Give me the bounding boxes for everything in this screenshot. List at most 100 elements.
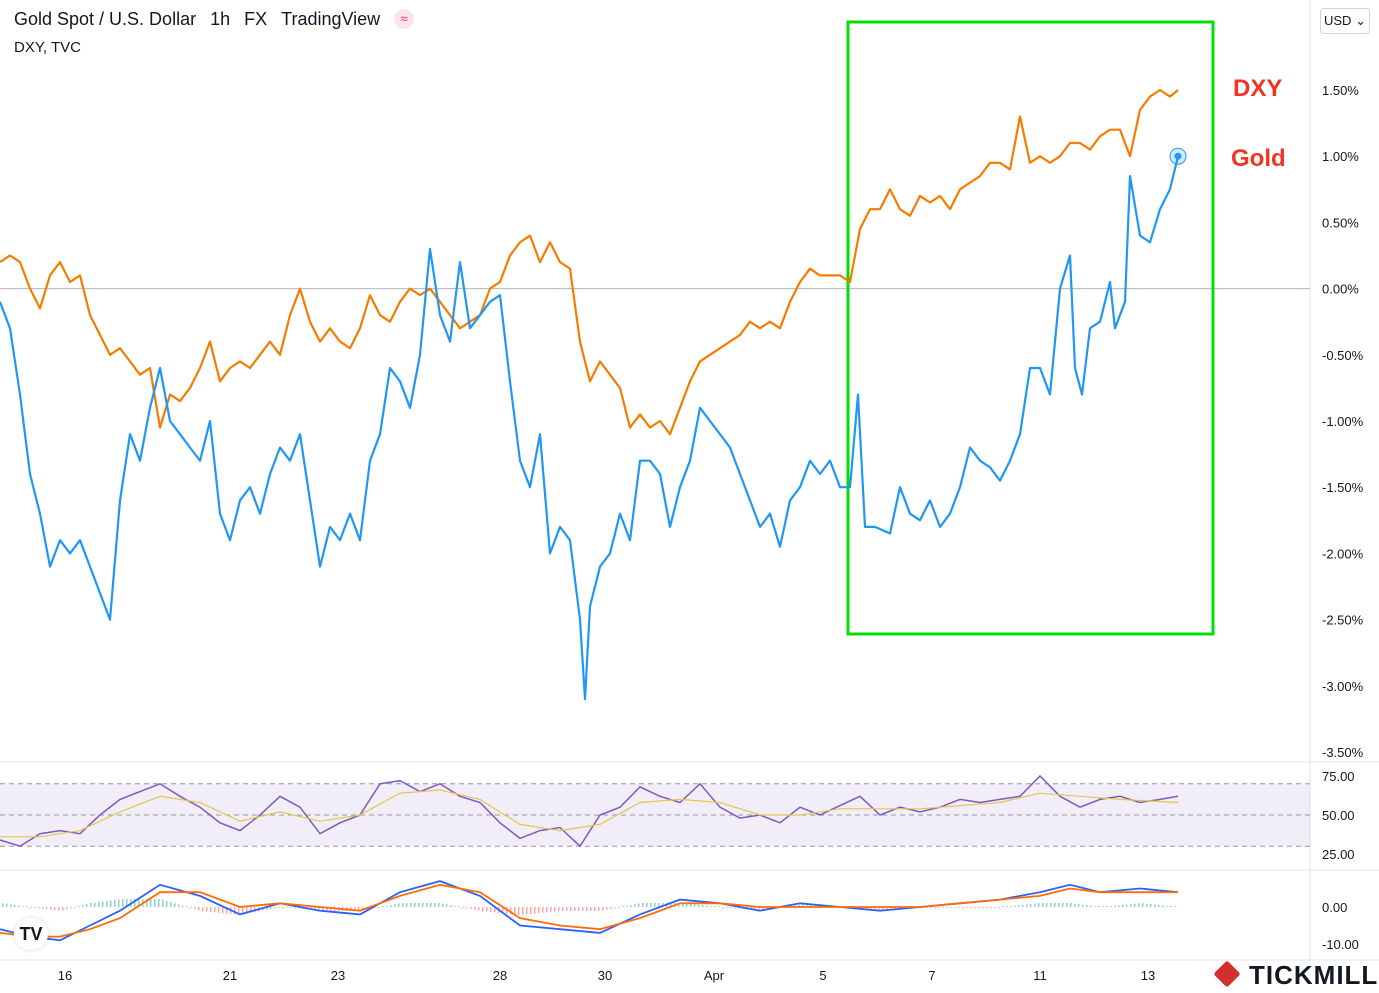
interval[interactable]: 1h <box>210 9 231 29</box>
macd-histogram-bar <box>318 907 320 911</box>
macd-histogram-bar <box>614 907 616 909</box>
series-line-gold[interactable] <box>0 155 1180 701</box>
macd-histogram-bar <box>702 905 704 907</box>
macd-series-line[interactable] <box>0 883 1178 938</box>
last-point-marker[interactable] <box>1174 152 1182 160</box>
macd-histogram-bar <box>14 904 16 907</box>
macd-histogram-bar <box>546 907 548 913</box>
macd-histogram-bar <box>202 907 204 912</box>
macd-histogram-bar <box>946 907 948 908</box>
macd-histogram-bar <box>886 907 888 911</box>
y-tick-label: -1.50% <box>1322 480 1364 495</box>
macd-histogram-bar <box>418 903 420 907</box>
macd-histogram-bar <box>634 904 636 907</box>
macd-histogram-bar <box>926 907 928 908</box>
macd-histogram-bar <box>1022 904 1024 907</box>
macd-histogram-bar <box>174 903 176 907</box>
macd-histogram-bar <box>610 907 612 909</box>
macd-histogram-bar <box>150 899 152 907</box>
macd-histogram-bar <box>1050 903 1052 907</box>
macd-histogram-bar <box>34 907 36 908</box>
macd-pane[interactable]: 0.00 -10.00 <box>0 869 1379 952</box>
main-price-pane[interactable]: 1.50% 1.00% 0.50% 0.00% -0.50% -1.00% -1.50% -2… <box>0 0 1364 960</box>
macd-histogram-bar <box>950 907 952 908</box>
currency-button[interactable]: USD ⌄ <box>1320 8 1370 34</box>
macd-histogram-bar <box>102 901 104 907</box>
y-tick-label: 1.50% <box>1322 83 1359 98</box>
macd-histogram-bar <box>1138 903 1140 907</box>
macd-histogram-bar <box>646 903 648 907</box>
macd-histogram-bar <box>594 907 596 911</box>
macd-histogram-bar <box>314 907 316 911</box>
macd-histogram-bar <box>718 906 720 907</box>
macd-histogram-bar <box>22 905 24 907</box>
macd-histogram-bar <box>82 905 84 907</box>
y-tick-label: 0.00% <box>1322 282 1359 297</box>
macd-histogram-bar <box>1166 905 1168 907</box>
macd-histogram-bar <box>198 907 200 911</box>
macd-histogram-bar <box>1062 903 1064 907</box>
macd-histogram-bar <box>1026 904 1028 907</box>
macd-histogram-bar <box>622 906 624 907</box>
macd-histogram-bar <box>998 907 1000 908</box>
macd-histogram-bar <box>266 907 268 910</box>
macd-histogram-bar <box>278 907 280 908</box>
macd-histogram-bar <box>1006 906 1008 907</box>
macd-histogram-bar <box>550 907 552 912</box>
macd-histogram-bar <box>2 903 4 907</box>
macd-histogram-bar <box>570 907 572 911</box>
macd-histogram-bar <box>890 907 892 910</box>
macd-histogram-bar <box>94 902 96 907</box>
macd-histogram-bar <box>958 907 960 908</box>
macd-histogram-bar <box>966 907 968 908</box>
x-tick-label: 5 <box>819 968 826 983</box>
macd-histogram-bar <box>874 907 876 911</box>
macd-histogram-bar <box>494 907 496 913</box>
macd-histogram-bar <box>118 899 120 907</box>
macd-tick-label: -10.00 <box>1322 937 1359 952</box>
rsi-series-line[interactable] <box>0 774 1179 848</box>
macd-histogram-bar <box>10 904 12 907</box>
rsi-pane[interactable]: 75.00 50.00 25.00 <box>0 761 1379 862</box>
macd-histogram-bar <box>1102 906 1104 907</box>
macd-histogram-bar <box>166 900 168 907</box>
macd-histogram-bar <box>670 903 672 907</box>
macd-histogram-bar <box>110 900 112 907</box>
macd-histogram-bar <box>210 907 212 912</box>
macd-histogram-bar <box>486 907 488 912</box>
macd-histogram-bar <box>618 907 620 908</box>
macd-histogram-bar <box>650 903 652 907</box>
macd-histogram-bar <box>1106 906 1108 907</box>
macd-histogram-bar <box>990 907 992 908</box>
macd-histogram-bar <box>754 907 756 911</box>
rsi-series-line[interactable] <box>0 789 1179 838</box>
macd-histogram-bar <box>994 907 996 908</box>
macd-histogram-bar <box>522 907 524 915</box>
macd-histogram-bar <box>454 905 456 907</box>
symbol-name[interactable]: Gold Spot / U.S. Dollar <box>14 9 197 29</box>
macd-histogram-bar <box>78 906 80 907</box>
macd-histogram-bar <box>1058 903 1060 907</box>
highlight-box <box>846 20 1215 636</box>
macd-histogram-bar <box>814 904 816 907</box>
macd-histogram-bar <box>146 899 148 907</box>
macd-histogram-bar <box>442 903 444 907</box>
macd-histogram-bar <box>286 907 288 908</box>
y-tick-label: -3.00% <box>1322 679 1364 694</box>
compare-symbols[interactable]: DXY, TVC <box>14 39 81 56</box>
macd-histogram-bar <box>1130 904 1132 907</box>
tradingview-logo-icon[interactable]: TV <box>14 918 48 950</box>
macd-histogram-bar <box>382 906 384 907</box>
macd-histogram-bar <box>1162 905 1164 907</box>
macd-histogram-bar <box>626 905 628 907</box>
chevron-down-icon: ⌄ <box>1355 13 1366 28</box>
macd-histogram-bar <box>450 905 452 907</box>
macd-histogram-bar <box>794 904 796 907</box>
macd-histogram-bar <box>1122 904 1124 907</box>
macd-histogram-bar <box>1146 903 1148 907</box>
macd-histogram-bar <box>226 907 228 914</box>
macd-series-line[interactable] <box>0 880 1179 942</box>
series-line-dxy[interactable] <box>0 88 1179 436</box>
macd-histogram-bar <box>590 907 592 911</box>
